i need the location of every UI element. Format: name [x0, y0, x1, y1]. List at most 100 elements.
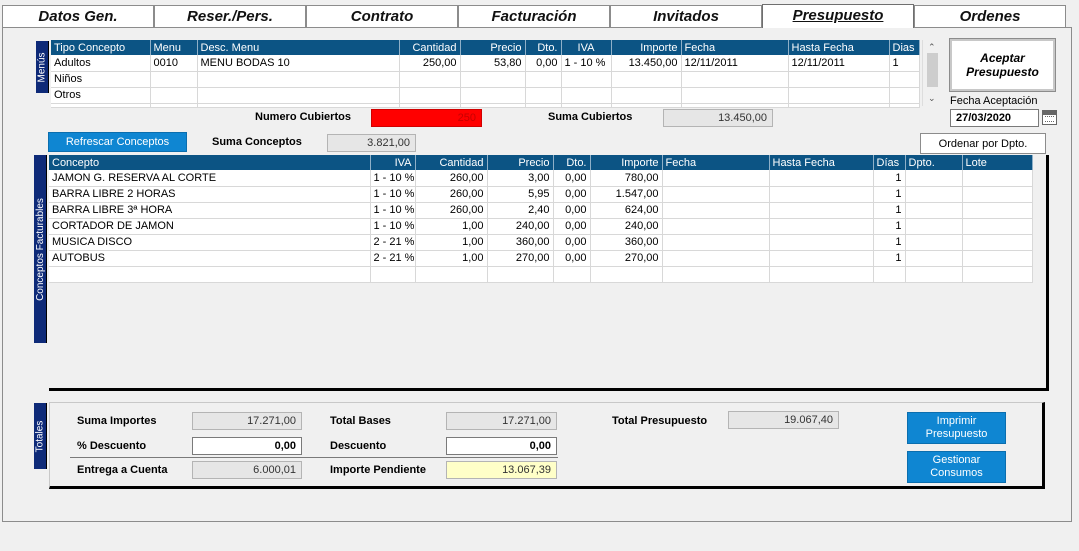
cell[interactable]: 360,00 — [590, 234, 663, 251]
porc-descuento-field[interactable]: 0,00 — [192, 437, 302, 455]
col-fecha[interactable]: Fecha — [662, 155, 770, 170]
cell[interactable] — [769, 266, 874, 283]
cell[interactable] — [561, 103, 612, 108]
cell[interactable]: 0,00 — [553, 202, 591, 219]
cell[interactable] — [662, 234, 770, 251]
cell[interactable]: 5,95 — [487, 186, 554, 203]
table-row[interactable]: Otros — [51, 87, 920, 104]
cell[interactable]: 2 - 21 % — [370, 250, 416, 267]
cell[interactable]: 1 — [873, 234, 906, 251]
cell[interactable] — [962, 218, 1033, 235]
cell[interactable]: BARRA LIBRE 3ª HORA — [49, 202, 371, 219]
col-iva[interactable]: IVA — [561, 40, 612, 55]
cell[interactable]: 1,00 — [415, 250, 488, 267]
cell[interactable] — [399, 87, 461, 104]
table-row[interactable]: Adultos 0010 MENU BODAS 10 250,00 53,80 … — [51, 55, 920, 72]
cell[interactable] — [962, 202, 1033, 219]
cell[interactable] — [460, 87, 526, 104]
cell[interactable] — [769, 218, 874, 235]
cell[interactable] — [662, 250, 770, 267]
cell[interactable]: 1,00 — [415, 234, 488, 251]
cell[interactable]: BARRA LIBRE 2 HORAS — [49, 186, 371, 203]
table-row[interactable]: JAMON G. RESERVA AL CORTE 1 - 10 % 260,00 3… — [49, 170, 1033, 187]
col-lote[interactable]: Lote — [962, 155, 1033, 170]
cell[interactable]: 1 — [873, 202, 906, 219]
col-dto[interactable]: Dto. — [553, 155, 591, 170]
accept-budget-button[interactable]: Aceptar Presupuesto — [949, 38, 1056, 92]
menus-scrollbar[interactable]: ⌃ ⌄ — [922, 40, 941, 106]
cell[interactable] — [962, 234, 1033, 251]
cell[interactable] — [415, 266, 488, 283]
cell[interactable]: 240,00 — [487, 218, 554, 235]
col-precio[interactable]: Precio — [487, 155, 554, 170]
cell[interactable] — [197, 87, 400, 104]
cell[interactable]: 1 - 10 % — [370, 170, 416, 187]
tab-presupuesto[interactable]: Presupuesto — [762, 4, 914, 28]
col-dpto[interactable]: Dpto. — [905, 155, 963, 170]
tab-contrato[interactable]: Contrato — [306, 5, 458, 27]
cell[interactable] — [905, 266, 963, 283]
cell[interactable]: 1 — [873, 170, 906, 187]
col-dto[interactable]: Dto. — [525, 40, 562, 55]
cell[interactable] — [460, 71, 526, 88]
cell[interactable]: 3,00 — [487, 170, 554, 187]
cell[interactable] — [51, 103, 151, 108]
cell[interactable]: 624,00 — [590, 202, 663, 219]
cell[interactable] — [150, 87, 198, 104]
cell[interactable] — [905, 250, 963, 267]
cell[interactable] — [553, 266, 591, 283]
col-importe[interactable]: Importe — [590, 155, 663, 170]
cell[interactable] — [590, 266, 663, 283]
cell[interactable]: JAMON G. RESERVA AL CORTE — [49, 170, 371, 187]
col-concepto[interactable]: Concepto — [49, 155, 371, 170]
cell[interactable] — [525, 87, 562, 104]
cell[interactable]: 1,00 — [415, 218, 488, 235]
tab-ordenes[interactable]: Ordenes — [914, 5, 1066, 27]
cell[interactable]: 1 — [873, 250, 906, 267]
col-menu[interactable]: Menu — [150, 40, 198, 55]
cell[interactable] — [681, 87, 789, 104]
cell[interactable] — [370, 266, 416, 283]
cell[interactable]: 270,00 — [487, 250, 554, 267]
numero-cubiertos-field[interactable]: 250 — [371, 109, 482, 127]
cell[interactable] — [49, 266, 371, 283]
cell[interactable] — [769, 202, 874, 219]
cell[interactable]: 260,00 — [415, 186, 488, 203]
order-by-dept-button[interactable]: Ordenar por Dpto. — [920, 133, 1046, 154]
cell[interactable] — [611, 71, 682, 88]
cell[interactable]: 12/11/2011 — [681, 55, 789, 72]
descuento-field[interactable]: 0,00 — [446, 437, 557, 455]
cell[interactable] — [525, 103, 562, 108]
cell[interactable] — [460, 103, 526, 108]
cell[interactable] — [662, 202, 770, 219]
cell[interactable]: 53,80 — [460, 55, 526, 72]
cell[interactable] — [769, 234, 874, 251]
col-dias[interactable]: Días — [873, 155, 906, 170]
fecha-aceptacion-field[interactable]: 27/03/2020 — [950, 109, 1039, 127]
cell[interactable]: 0,00 — [553, 218, 591, 235]
cell[interactable] — [561, 87, 612, 104]
cell[interactable] — [962, 170, 1033, 187]
col-tipo-concepto[interactable]: Tipo Concepto — [51, 40, 151, 55]
cell[interactable] — [662, 266, 770, 283]
cell[interactable] — [399, 103, 461, 108]
cell[interactable]: Adultos — [51, 55, 151, 72]
cell[interactable]: 780,00 — [590, 170, 663, 187]
cell[interactable] — [962, 250, 1033, 267]
cell[interactable]: 1 — [873, 186, 906, 203]
cell[interactable] — [889, 103, 920, 108]
cell[interactable]: 1 - 10 % — [561, 55, 612, 72]
col-fecha[interactable]: Fecha — [681, 40, 789, 55]
cell[interactable]: 0,00 — [553, 186, 591, 203]
table-row[interactable] — [49, 266, 1033, 283]
cell[interactable] — [769, 186, 874, 203]
table-row[interactable]: MUSICA DISCO 2 - 21 % 1,00 360,00 0,00 360,00… — [49, 234, 1033, 251]
col-hasta-fecha[interactable]: Hasta Fecha — [788, 40, 890, 55]
cell[interactable]: 0,00 — [553, 250, 591, 267]
table-row[interactable]: AUTOBUS 2 - 21 % 1,00 270,00 0,00 270,00 1 — [49, 250, 1033, 267]
scroll-thumb[interactable] — [927, 53, 938, 87]
cell[interactable]: 12/11/2011 — [788, 55, 890, 72]
cell[interactable] — [889, 71, 920, 88]
cell[interactable]: 360,00 — [487, 234, 554, 251]
cell[interactable] — [662, 170, 770, 187]
